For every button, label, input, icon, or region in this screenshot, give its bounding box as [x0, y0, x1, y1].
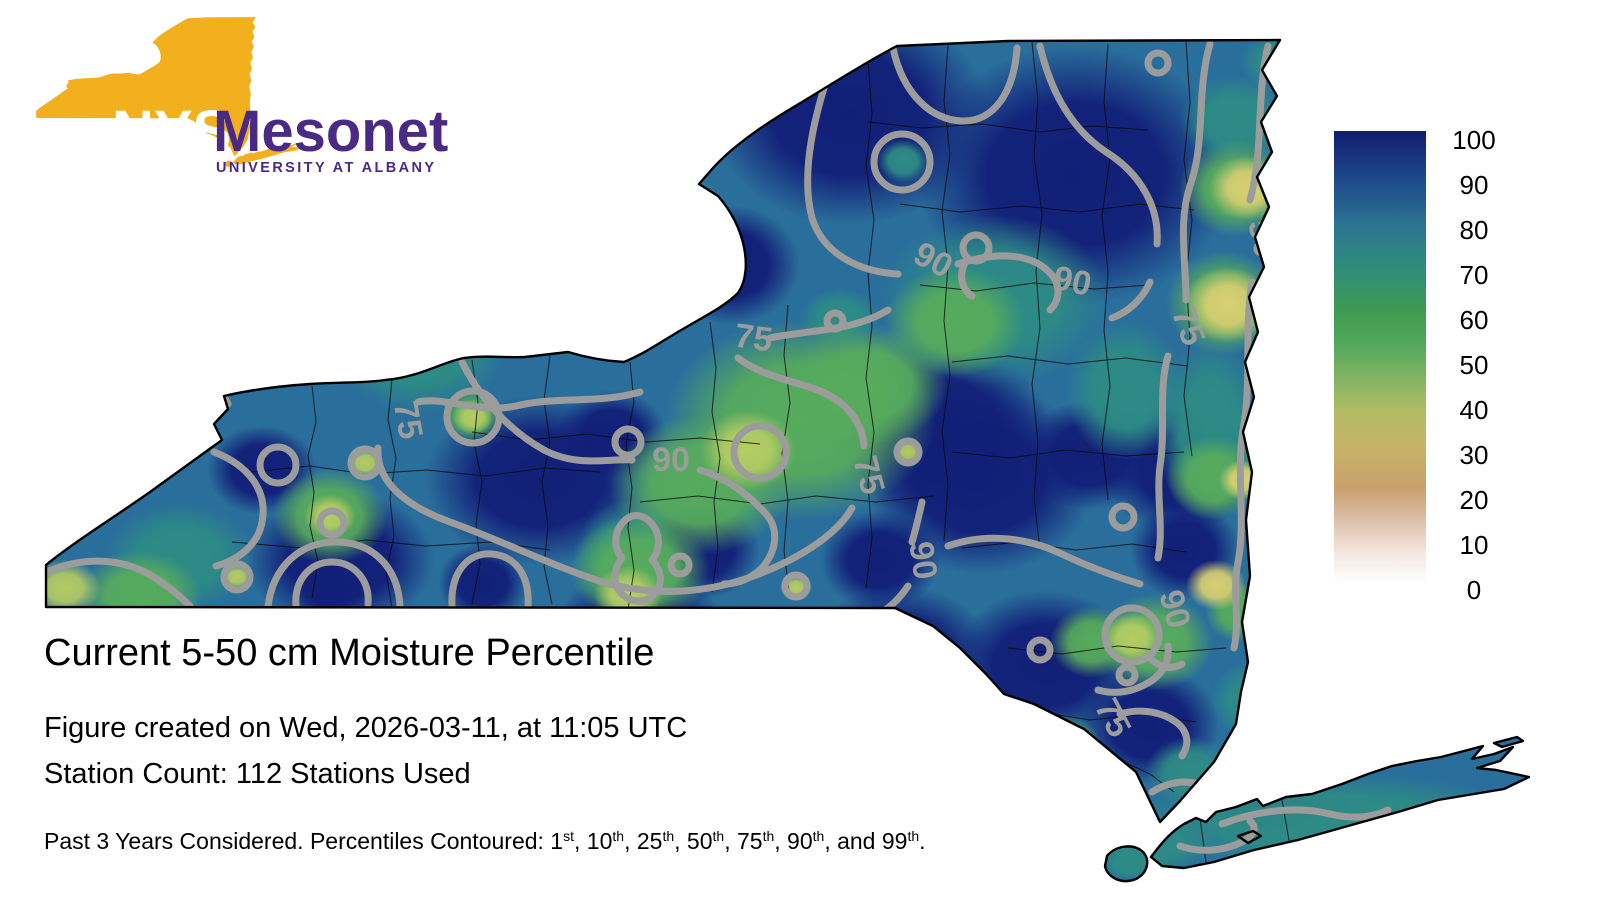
ordinal-suffix: th [762, 828, 775, 844]
footnote-text: , 10 [574, 828, 613, 854]
ordinal-suffix: th [907, 828, 920, 844]
nys-mesonet-logo: NYS Mesonet UNIVERSITY AT ALBANY [36, 17, 448, 176]
colorbar-tick: 0 [1467, 575, 1481, 605]
contour-label: 90 [901, 539, 944, 582]
colorbar-tick: 30 [1460, 440, 1489, 470]
colorbar-tick: 40 [1460, 395, 1489, 425]
logo-mesonet-text: Mesonet [213, 99, 448, 164]
contour-label: 90 [652, 441, 690, 479]
contour-rings [46, 49, 1172, 687]
colorbar-tick: 100 [1452, 125, 1495, 155]
footnote-text: . [919, 828, 926, 854]
footnote-text: Past 3 Years Considered. Percentiles Con… [44, 828, 564, 854]
footnote-text: , 75 [724, 828, 763, 854]
contour-label: 90 [1050, 259, 1095, 304]
page-title: Current 5-50 cm Moisture Percentile [44, 632, 655, 674]
colorbar-tick: 10 [1460, 530, 1489, 560]
contour-label: 75 [732, 317, 775, 360]
ordinal-suffix: th [812, 828, 825, 844]
created-timestamp: Figure created on Wed, 2026-03-11, at 11… [44, 712, 688, 744]
colorbar-tick: 20 [1460, 485, 1489, 515]
logo-nys-text: NYS [112, 99, 231, 164]
percentiles-footnote: Past 3 Years Considered. Percentiles Con… [44, 828, 926, 855]
ordinal-suffix: st [563, 828, 574, 844]
colorbar-tick: 70 [1460, 260, 1489, 290]
colorbar-tick: 90 [1460, 170, 1489, 200]
footnote-text: , 50 [674, 828, 713, 854]
colorbar-tick: 80 [1460, 215, 1489, 245]
contour-label: 0 [41, 350, 60, 388]
colorbar-tick: 60 [1460, 305, 1489, 335]
ordinal-suffix: th [712, 828, 725, 844]
ordinal-suffix: th [612, 828, 625, 844]
logo-university-text: UNIVERSITY AT ALBANY [216, 160, 436, 176]
footnote-text: , 25 [624, 828, 663, 854]
contour-lines [46, 40, 1392, 854]
colorbar-tick: 50 [1460, 350, 1489, 380]
contour-label: 75 [386, 398, 430, 442]
footnote-text: , and 99 [824, 828, 908, 854]
footnote-text: , 90 [774, 828, 813, 854]
ordinal-suffix: th [662, 828, 675, 844]
station-count: Station Count: 112 Stations Used [44, 758, 471, 790]
colorbar-gradient [1334, 131, 1426, 583]
